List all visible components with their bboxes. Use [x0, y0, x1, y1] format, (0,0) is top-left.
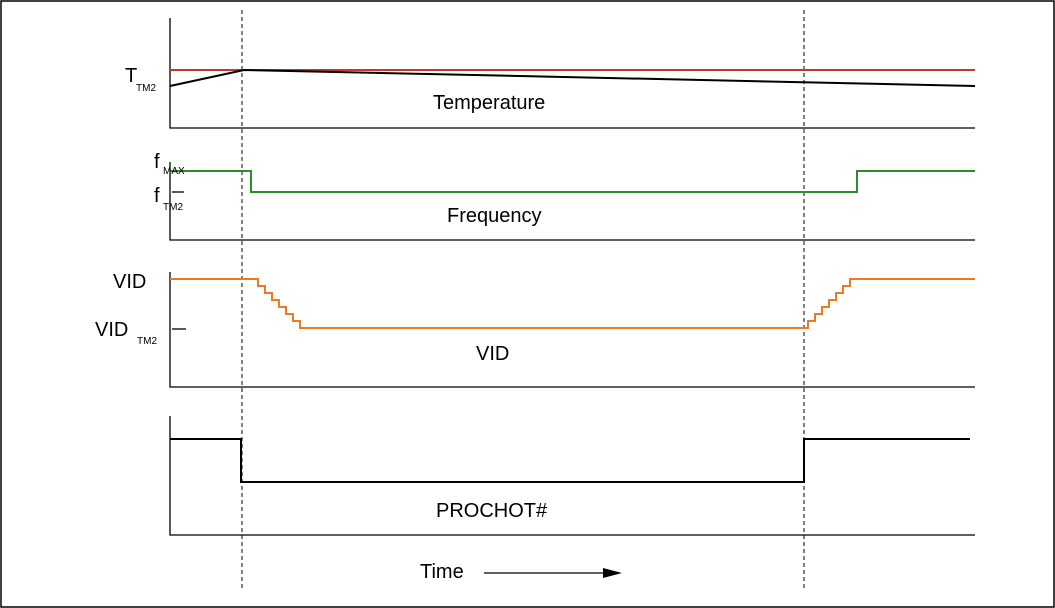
prochot-panel: PROCHOT# [169, 416, 975, 536]
temperature-label: Temperature [433, 92, 545, 114]
vid-trace [170, 278, 975, 329]
vid-max-tick-label: VID [113, 271, 146, 293]
frequency-trace [170, 170, 975, 193]
f-max-tick-subscript: MAX [163, 166, 185, 177]
frequency-panel: f MAX f TM2 Frequency [154, 151, 975, 241]
prochot-trace [170, 438, 970, 483]
vid-tm2-tick-label: VID [95, 319, 128, 341]
temperature-panel: T TM2 Temperature [125, 18, 976, 129]
vid-panel: VID VID TM2 VID [95, 271, 975, 388]
tm2-tick-subscript: TM2 [136, 83, 156, 94]
temperature-trace [169, 68, 976, 87]
time-axis-label: Time [420, 561, 622, 583]
vid-axis [169, 272, 975, 388]
frequency-axis [169, 162, 975, 241]
temperature-axis [169, 18, 975, 129]
prochot-label: PROCHOT# [436, 500, 548, 522]
right-arrow-icon [484, 568, 622, 578]
frequency-label: Frequency [447, 205, 542, 227]
f-tm2-tick-subscript: TM2 [163, 202, 183, 213]
prochot-axis [169, 416, 975, 536]
f-max-tick-label: f [154, 151, 160, 173]
vid-label: VID [476, 343, 509, 365]
tm2-tick-label: T [125, 65, 137, 87]
vid-tm2-tick-subscript: TM2 [137, 336, 157, 347]
time-label: Time [420, 561, 464, 583]
f-tm2-tick-label: f [154, 185, 160, 207]
